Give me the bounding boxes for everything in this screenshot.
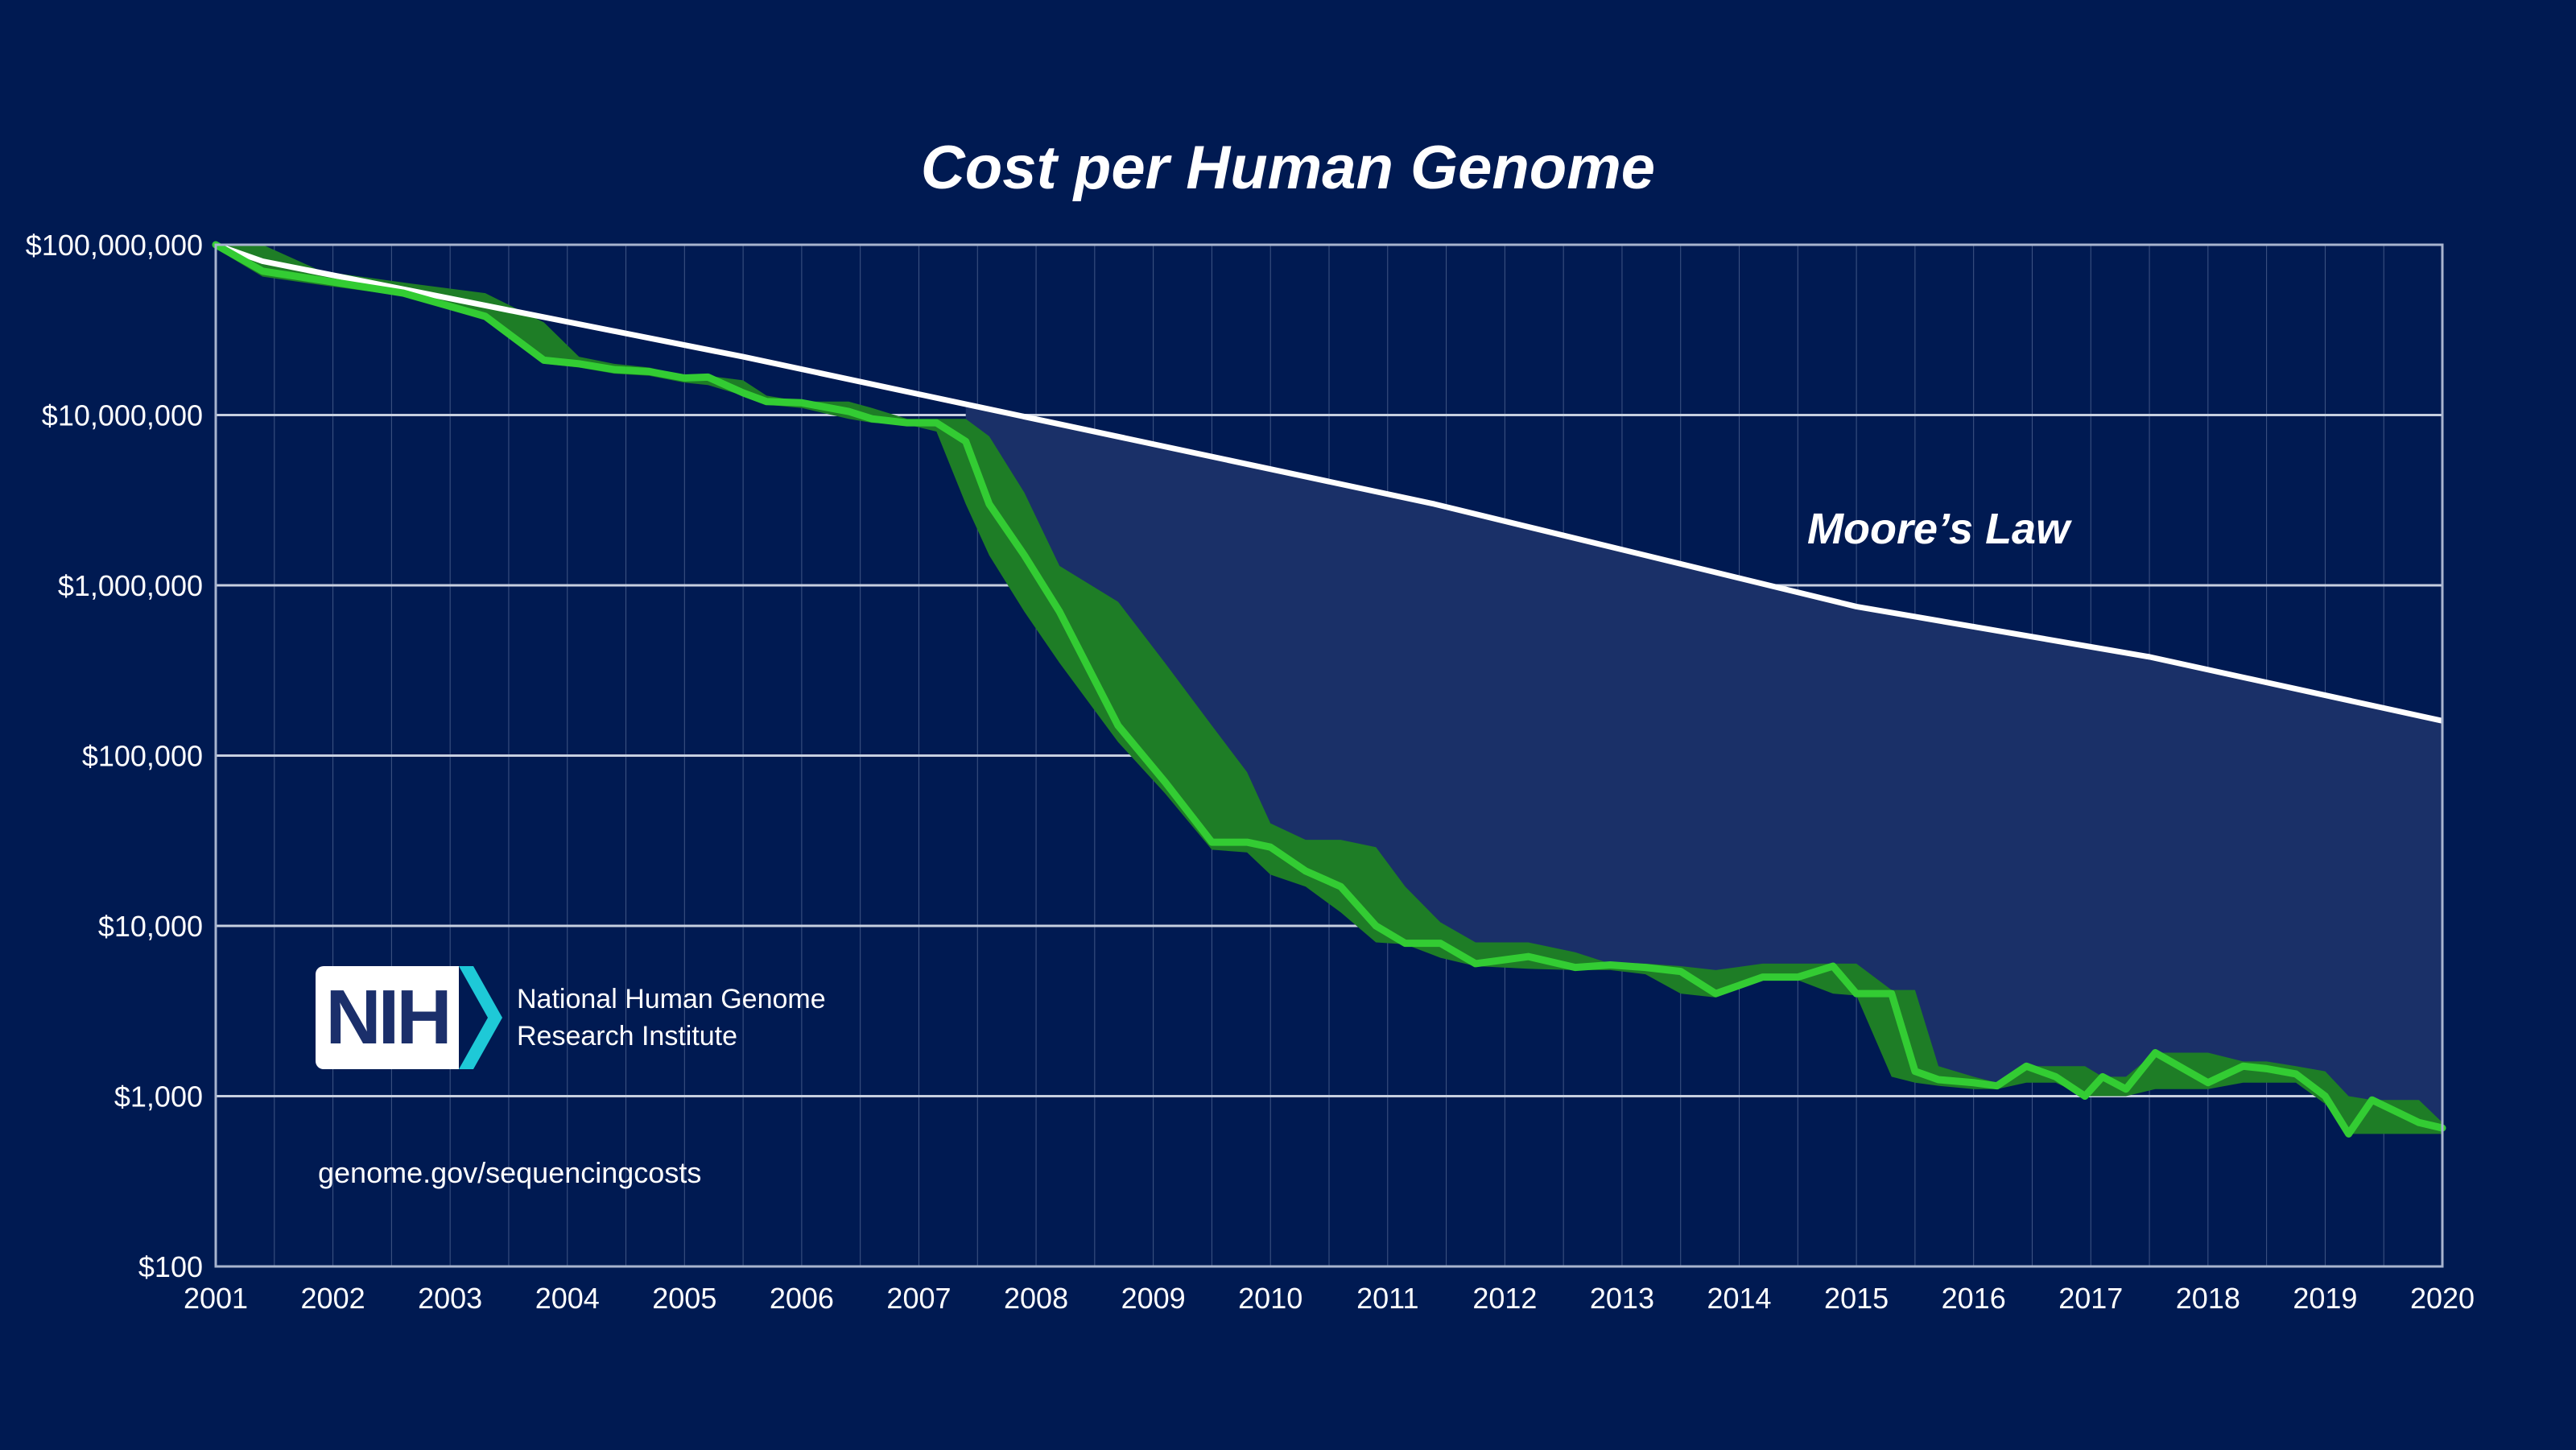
cost-per-genome-line	[212, 241, 2446, 1138]
moore-gap-fill	[965, 404, 2442, 1134]
y-tick-label: $100,000,000	[26, 229, 203, 262]
x-tick-label: 2019	[2293, 1282, 2357, 1315]
x-tick-label: 2017	[2058, 1282, 2123, 1315]
x-tick-label: 2003	[418, 1282, 482, 1315]
x-tick-label: 2012	[1472, 1282, 1537, 1315]
x-axis-tick-labels: 2001 2002 2003 2004 2005 2006 2007 2008 2009 2010…	[184, 1282, 2475, 1315]
nhgri-logo: NIH National Human Genome Research Insti…	[316, 966, 826, 1069]
institute-name-line-1: National Human Genome	[517, 984, 826, 1014]
moore-gap-area	[965, 404, 2442, 1134]
x-tick-label: 2005	[652, 1282, 716, 1315]
chart-title: Cost per Human Genome	[920, 134, 1656, 202]
x-tick-label: 2014	[1707, 1282, 1771, 1315]
institute-name: National Human Genome Research Institute	[517, 981, 826, 1055]
x-tick-label: 2009	[1121, 1282, 1186, 1315]
y-axis-tick-labels: $100 $1,000 $10,000 $100,000 $1,000,000 $10,0…	[26, 229, 203, 1283]
x-tick-label: 2020	[2410, 1282, 2475, 1315]
plot-frame	[214, 243, 2444, 1268]
x-tick-label: 2010	[1238, 1282, 1302, 1315]
y-tick-label: $100	[138, 1250, 203, 1283]
data-lines	[212, 241, 2446, 1138]
plot-border	[214, 243, 2444, 1268]
y-tick-label: $1,000	[114, 1080, 203, 1113]
moores-law-label: Moore’s Law	[1807, 505, 2072, 553]
y-tick-label: $10,000,000	[42, 399, 203, 432]
moores-law-line	[214, 242, 2443, 724]
source-url: genome.gov/sequencingcosts	[318, 1156, 702, 1189]
x-tick-label: 2001	[184, 1282, 248, 1315]
nih-logo-text: NIH	[325, 974, 452, 1060]
y-tick-label: $10,000	[98, 910, 203, 943]
x-tick-label: 2018	[2176, 1282, 2240, 1315]
x-tick-label: 2006	[770, 1282, 834, 1315]
x-tick-label: 2007	[886, 1282, 951, 1315]
x-tick-label: 2004	[535, 1282, 600, 1315]
nih-logo-mark: NIH	[316, 966, 459, 1069]
nih-chevron-icon	[459, 966, 502, 1069]
x-tick-label: 2002	[301, 1282, 365, 1315]
x-tick-label: 2008	[1004, 1282, 1068, 1315]
x-tick-label: 2015	[1824, 1282, 1889, 1315]
institute-name-line-2: Research Institute	[517, 1021, 738, 1051]
x-tick-label: 2016	[1942, 1282, 2006, 1315]
y-tick-label: $100,000	[82, 740, 203, 773]
x-tick-label: 2011	[1356, 1282, 1418, 1315]
x-tick-label: 2013	[1590, 1282, 1654, 1315]
y-tick-label: $1,000,000	[58, 569, 203, 602]
